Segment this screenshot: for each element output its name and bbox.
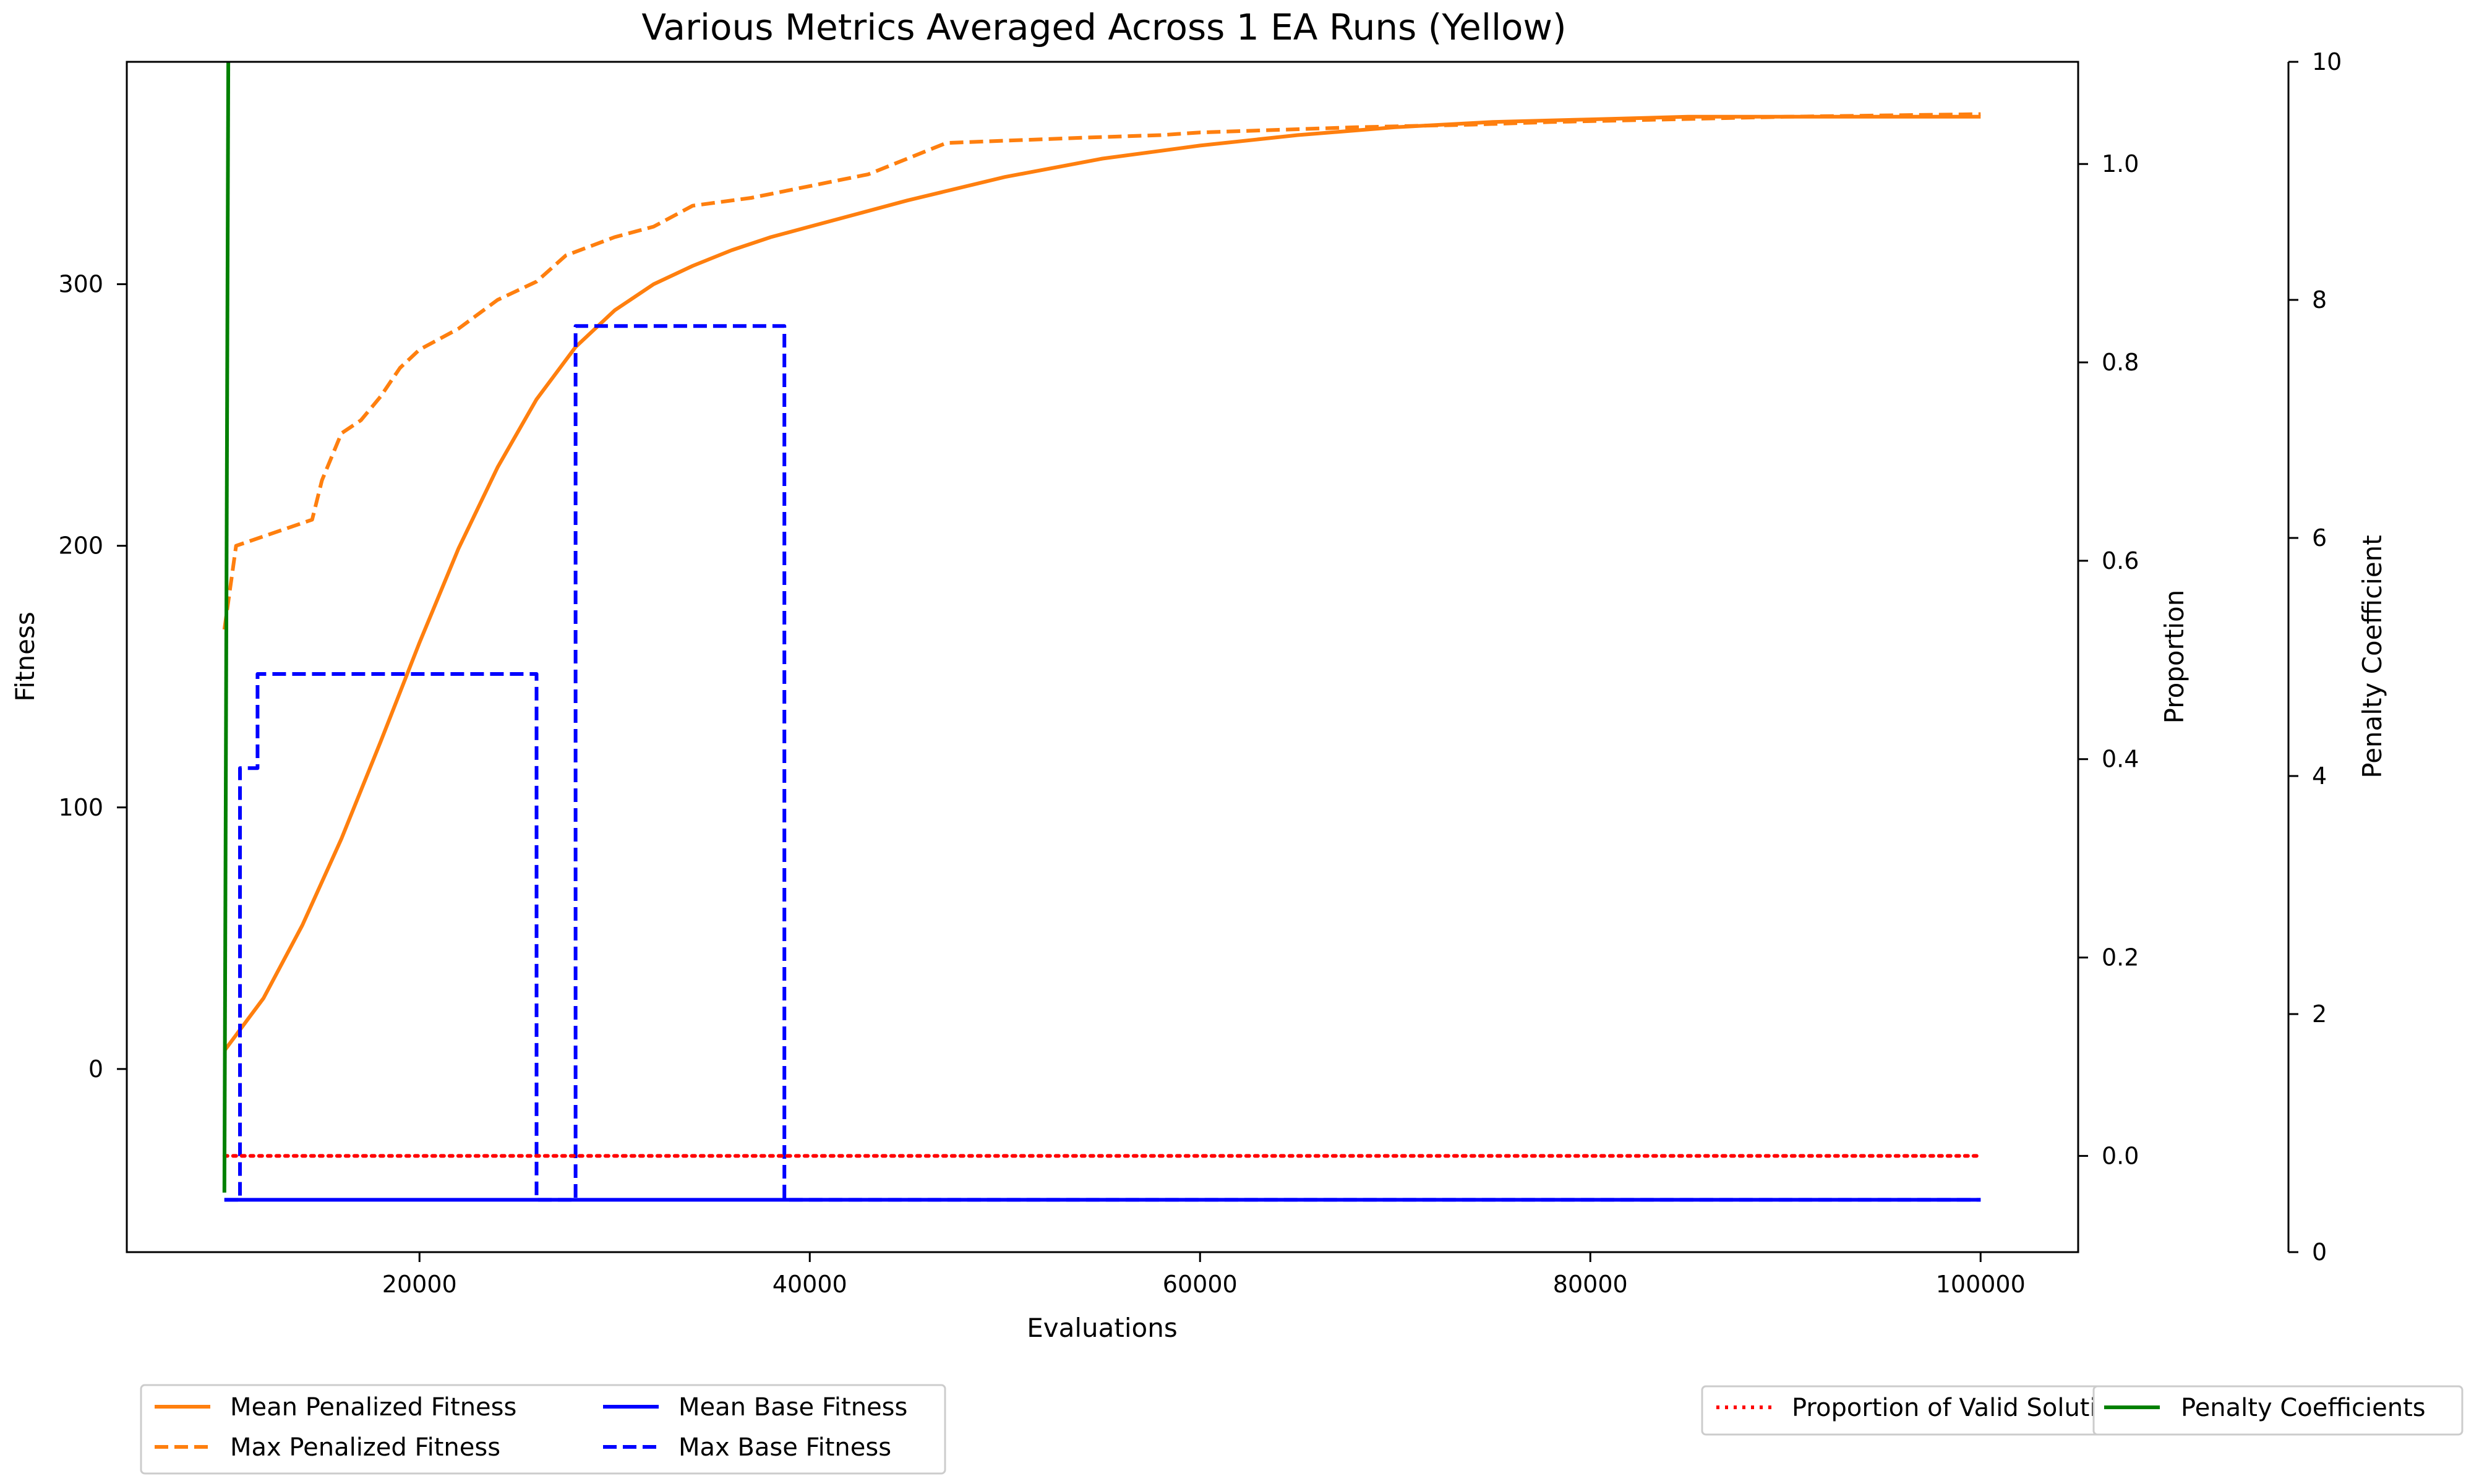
y3-tick-label: 6 bbox=[2312, 524, 2327, 552]
legend-penalty-frame bbox=[2092, 1385, 2463, 1436]
series-line-mean-penalized-fitness bbox=[223, 114, 1981, 1052]
legend-valid-label: Proportion of Valid Solutions bbox=[1792, 1394, 2140, 1422]
y2-tick-label: 0.4 bbox=[2102, 746, 2139, 773]
series-line-max-base-fitness bbox=[224, 324, 1981, 1202]
y2-tick-label: 0.2 bbox=[2102, 944, 2139, 971]
y-tick-label: 0 bbox=[88, 1055, 103, 1083]
y2-tick-label: 0.6 bbox=[2102, 547, 2139, 574]
x-tick-label: 40000 bbox=[773, 1271, 847, 1298]
x-tick-label: 100000 bbox=[1936, 1271, 2026, 1298]
y3-tick-label: 8 bbox=[2312, 286, 2327, 313]
y3-tick-label: 4 bbox=[2312, 762, 2327, 790]
legend-penalty-label: Penalty Coefficients bbox=[2181, 1394, 2426, 1422]
plot-frame bbox=[126, 61, 2079, 1253]
y2-tick-label: 1.0 bbox=[2102, 150, 2139, 177]
x-tick-label: 60000 bbox=[1163, 1271, 1238, 1298]
ticks-layer: 20000 40000 60000 80000 10000001002003000.00… bbox=[58, 48, 2342, 1298]
legend-right-valid: Proportion of Valid Solutions bbox=[1701, 1385, 2186, 1436]
chart-title: Various Metrics Averaged Across 1 EA Run… bbox=[641, 6, 1566, 48]
legend-mean-penalized-label: Mean Penalized Fitness bbox=[230, 1393, 516, 1422]
legend-left: Mean Penalized Fitness Max Penalized Fit… bbox=[140, 1384, 946, 1475]
legend-left-frame bbox=[140, 1384, 946, 1475]
y2-axis-label: Proportion bbox=[2159, 590, 2189, 724]
x-tick-label: 80000 bbox=[1553, 1271, 1628, 1298]
y-tick-label: 300 bbox=[58, 271, 103, 298]
y2-tick-label: 0.8 bbox=[2102, 349, 2139, 376]
y-axis-label: Fitness bbox=[10, 612, 40, 701]
x-tick-label: 20000 bbox=[382, 1271, 457, 1298]
series-line-max-penalized-fitness bbox=[222, 112, 1981, 630]
y3-axis-label: Penalty Coefficient bbox=[2357, 535, 2387, 778]
y3-tick-label: 2 bbox=[2312, 1000, 2327, 1028]
legend-max-penalized-label: Max Penalized Fitness bbox=[230, 1433, 500, 1462]
y-tick-label: 100 bbox=[58, 794, 103, 821]
legend-right-penalty: Penalty Coefficients bbox=[2092, 1385, 2463, 1436]
legend-mean-base-label: Mean Base Fitness bbox=[678, 1393, 907, 1422]
y2-tick-label: 0.0 bbox=[2102, 1142, 2139, 1169]
y-tick-label: 200 bbox=[58, 532, 103, 560]
x-axis-label: Evaluations bbox=[1027, 1313, 1178, 1343]
legend-max-base-label: Max Base Fitness bbox=[678, 1433, 891, 1462]
series-line-penalty-coefficients bbox=[222, 61, 231, 1193]
y3-tick-label: 0 bbox=[2312, 1239, 2327, 1266]
y3-tick-label: 10 bbox=[2312, 48, 2342, 75]
series-layer bbox=[222, 61, 1983, 1202]
